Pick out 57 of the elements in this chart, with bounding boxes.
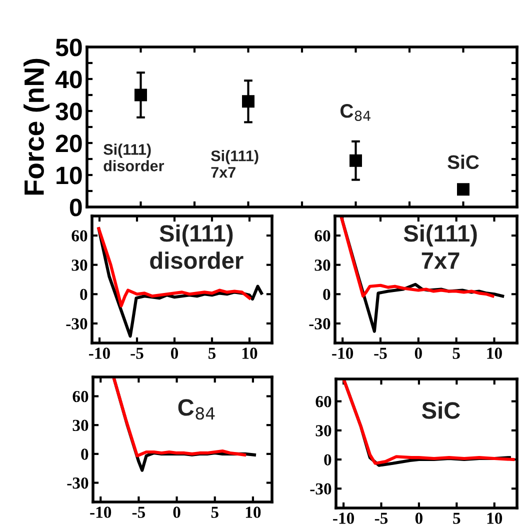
x-tick-label: -5 [132,506,146,518]
x-tick-label: -10 [90,506,112,518]
y-tick-label: 30 [72,260,88,271]
y-tick-label: -30 [67,477,88,489]
y-axis-title: Force (nN) [24,58,50,195]
text: C$_{84}$ [178,399,215,420]
x-tick-label: 10 [242,348,258,359]
x-tick-label: 10 [487,512,502,524]
y-tick-label: 0 [324,454,332,466]
x-tick-label: 10 [487,348,502,359]
x-tick-label: -5 [374,512,388,524]
annotation: C$_{84}$ [340,104,370,121]
x-tick-label: -10 [332,348,354,359]
x-tick-label: 0 [415,512,422,524]
text: Si(111) 7x7 [404,224,477,269]
y-tick-label: 40 [55,70,82,88]
y-tick-label: 30 [72,420,88,432]
x-tick-label: 10 [246,506,261,518]
x-tick-label: 0 [170,348,178,359]
line-series [340,216,494,298]
x-tick-label: 5 [208,348,216,359]
y-tick-label: 60 [316,396,332,408]
y-tick-label: 10 [56,166,82,184]
x-tick-label: -5 [130,348,144,359]
annotation: Si(111) disorder [104,144,164,172]
y-tick-label: 0 [81,448,88,460]
y-tick-label: 0 [70,198,82,216]
x-tick-label: 0 [414,348,422,359]
x-tick-label: 0 [173,506,180,518]
y-tick-label: 0 [80,288,88,300]
y-tick-label: 0 [323,288,330,300]
y-tick-label: 30 [314,260,330,271]
y-tick-label: 60 [72,230,88,242]
x-tick-label: -10 [89,348,110,359]
y-tick-label: 60 [314,230,330,242]
x-tick-label: 5 [453,512,460,524]
x-tick-label: -10 [333,512,354,524]
x-tick-label: -5 [374,348,387,359]
annotation: Si(111) 7x7 [211,150,258,178]
y-tick-label: -30 [309,318,330,330]
x-tick-label: 5 [211,506,218,518]
point [350,154,362,167]
y-tick-label: 20 [56,134,82,152]
y-tick-label: 30 [56,102,82,120]
x-tick-label: 5 [452,348,460,359]
y-tick-label: -30 [310,483,332,495]
y-tick-label: 60 [72,390,88,402]
text: SiC [422,402,460,419]
annotation: SiC [448,154,479,170]
point [457,183,470,196]
y-tick-label: 30 [316,425,332,436]
y-tick-label: 50 [56,38,82,56]
point [242,95,254,108]
line-series [112,377,246,458]
y-tick-label: -30 [66,318,88,330]
text: Si(111) disorder [150,224,244,269]
point [134,88,147,102]
